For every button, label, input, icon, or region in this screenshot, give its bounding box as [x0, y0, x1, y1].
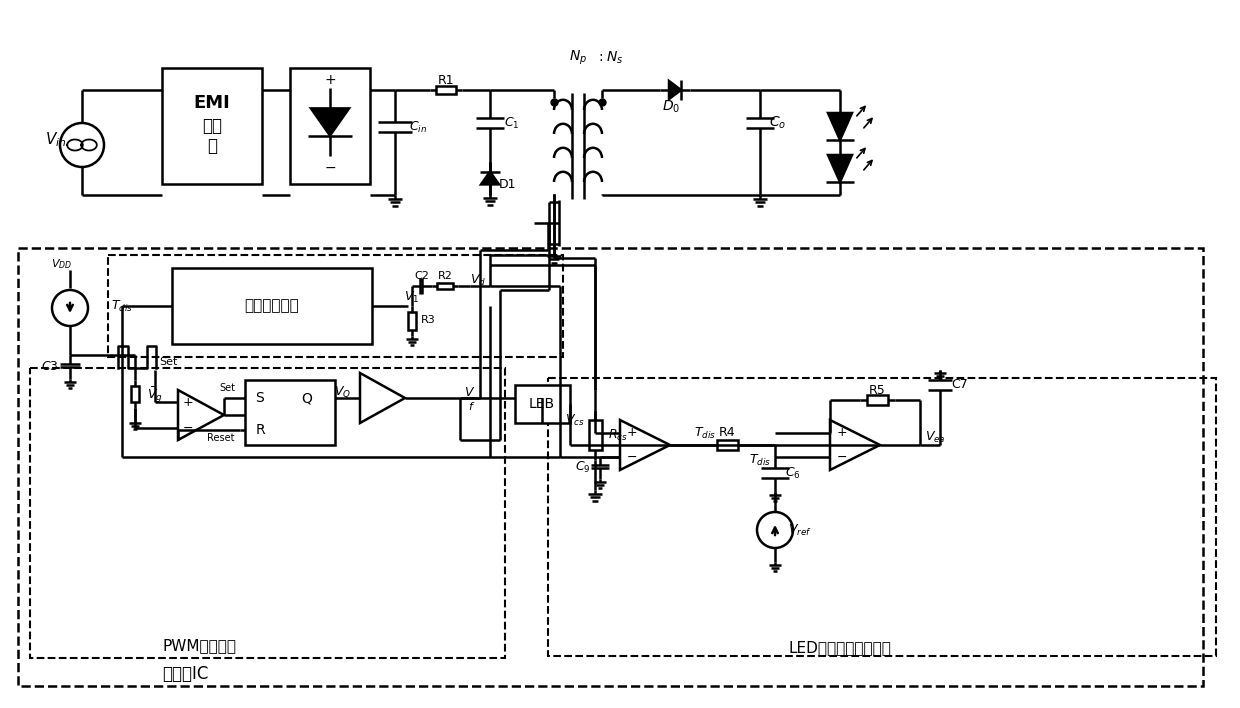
Text: C7: C7 — [951, 379, 968, 392]
Bar — [438, 282, 453, 290]
Text: $R_{cs}$: $R_{cs}$ — [608, 428, 627, 442]
Text: R4: R4 — [719, 426, 735, 440]
Text: $D_0$: $D_0$ — [662, 99, 680, 115]
Polygon shape — [620, 420, 670, 470]
Bar — [717, 440, 738, 450]
Text: R: R — [255, 423, 265, 437]
Text: PWM控制模块: PWM控制模块 — [162, 639, 237, 653]
Text: 器: 器 — [207, 137, 217, 155]
Text: 驱动器IC: 驱动器IC — [161, 665, 208, 683]
Text: +: + — [324, 73, 336, 87]
Polygon shape — [828, 113, 852, 140]
Text: EMI: EMI — [193, 94, 231, 112]
Text: $C_o$: $C_o$ — [769, 115, 786, 131]
Bar — [246, 380, 335, 445]
Bar — [172, 268, 372, 344]
Text: −: − — [626, 450, 637, 464]
Text: +: + — [626, 426, 637, 440]
Text: C2: C2 — [414, 271, 429, 281]
Bar — [108, 255, 563, 357]
Bar — [162, 68, 262, 184]
Polygon shape — [311, 108, 348, 136]
Text: Reset: Reset — [207, 433, 236, 443]
Text: Set: Set — [219, 383, 236, 393]
Bar — [30, 368, 505, 658]
Text: LEB: LEB — [529, 397, 556, 411]
Text: $T_{dis}$: $T_{dis}$ — [749, 452, 771, 467]
Text: $V_d$: $V_d$ — [470, 273, 486, 287]
Text: 副边导通时间: 副边导通时间 — [244, 299, 299, 314]
Text: $f$: $f$ — [469, 400, 476, 412]
Polygon shape — [670, 81, 681, 99]
Text: $V$: $V$ — [464, 387, 476, 399]
Text: $V_{ref}$: $V_{ref}$ — [789, 523, 812, 537]
Text: $C_1$: $C_1$ — [505, 115, 520, 130]
Text: $V_{ea}$: $V_{ea}$ — [925, 430, 945, 445]
Text: 滤波: 滤波 — [202, 117, 222, 135]
Text: $V_1$: $V_1$ — [404, 290, 419, 304]
Text: −: − — [182, 421, 193, 435]
Text: −: − — [837, 450, 847, 464]
Text: $V_{cs}$: $V_{cs}$ — [565, 413, 585, 428]
Text: $T_{dis}$: $T_{dis}$ — [694, 426, 715, 440]
Polygon shape — [481, 171, 498, 184]
Text: $V_Q$: $V_Q$ — [335, 384, 352, 400]
Polygon shape — [828, 155, 852, 182]
Text: R5: R5 — [869, 384, 885, 396]
Polygon shape — [830, 420, 880, 470]
Bar — [408, 312, 415, 330]
Text: $C_6$: $C_6$ — [785, 465, 801, 481]
Text: +: + — [837, 426, 847, 440]
Text: −: − — [324, 161, 336, 175]
Polygon shape — [360, 373, 405, 423]
Text: +: + — [182, 396, 193, 409]
Text: $\bar{V}_g$: $\bar{V}_g$ — [148, 385, 162, 405]
Text: $C_9$: $C_9$ — [575, 459, 590, 474]
Bar — [548, 378, 1216, 656]
Bar — [290, 68, 370, 184]
Text: $N_p$: $N_p$ — [569, 49, 587, 67]
Bar — [867, 396, 888, 404]
Text: D1: D1 — [498, 178, 516, 191]
Text: R1: R1 — [438, 74, 454, 86]
Bar — [131, 386, 139, 402]
Text: $V_{DD}$: $V_{DD}$ — [51, 257, 73, 271]
Text: Set: Set — [159, 357, 177, 367]
Text: $C_{in}$: $C_{in}$ — [409, 120, 427, 135]
Text: LED输出电流估算模块: LED输出电流估算模块 — [789, 641, 892, 656]
Text: $V_{in}$: $V_{in}$ — [46, 131, 67, 149]
Text: $T_{dis}$: $T_{dis}$ — [112, 299, 133, 314]
Bar — [515, 385, 570, 423]
Text: Q: Q — [301, 391, 312, 405]
Text: R3: R3 — [420, 315, 435, 325]
Text: $: N_s$: $: N_s$ — [596, 50, 624, 67]
Bar — [436, 86, 455, 94]
Bar — [589, 420, 601, 450]
Text: R2: R2 — [438, 271, 453, 281]
Text: S: S — [255, 391, 264, 405]
Polygon shape — [179, 390, 224, 440]
Bar — [19, 248, 1203, 686]
Text: $C3$: $C3$ — [41, 360, 58, 374]
